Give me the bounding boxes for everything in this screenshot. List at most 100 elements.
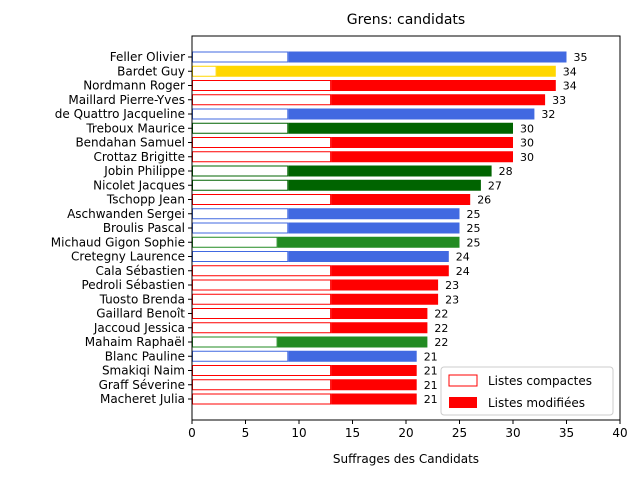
data-label: 34 (563, 80, 577, 93)
bar-compactes (192, 222, 289, 234)
y-tick-label: Nicolet Jacques (93, 178, 185, 192)
bar-modifiees (277, 236, 460, 248)
data-label: 30 (520, 151, 534, 164)
y-tick-label: Smakiqi Naim (102, 364, 185, 378)
data-label: 35 (574, 51, 588, 64)
data-label: 30 (520, 137, 534, 150)
data-label: 25 (467, 222, 481, 235)
y-tick-label: Cala Sébastien (96, 264, 185, 278)
bar-compactes (192, 236, 278, 248)
bar-modifiees (331, 265, 449, 277)
bar-modifiees (331, 279, 439, 291)
bar-modifiees (331, 393, 417, 405)
bar-modifiees (288, 165, 492, 177)
bar-compactes (192, 393, 332, 405)
bar-modifiees (288, 179, 481, 191)
data-label: 30 (520, 122, 534, 135)
bars-group: 3534343332303030282726252525242423232222… (192, 51, 588, 406)
bar-compactes (192, 137, 332, 148)
data-label: 32 (541, 108, 555, 121)
bar-compactes (192, 151, 332, 163)
y-tick-label: Macheret Julia (100, 392, 185, 406)
bar-compactes (192, 265, 332, 277)
data-label: 21 (424, 365, 438, 378)
y-tick-label: Cretegny Laurence (71, 250, 185, 264)
y-tick-label: Michaud Gigon Sophie (51, 235, 185, 249)
x-axis-label: Suffrages des Candidats (333, 452, 479, 466)
bar-compactes (192, 350, 289, 362)
data-label: 22 (434, 308, 448, 321)
data-label: 22 (434, 336, 448, 349)
data-label: 21 (424, 393, 438, 406)
legend: Listes compactes Listes modifiées (440, 366, 614, 416)
data-label: 23 (445, 293, 459, 306)
data-label: 21 (424, 350, 438, 363)
bar-modifiees (277, 336, 428, 348)
bar-modifiees (331, 308, 428, 319)
data-label: 21 (424, 379, 438, 392)
data-label: 22 (434, 322, 448, 335)
x-tick-label: 40 (612, 426, 627, 440)
x-tick-label: 20 (398, 426, 413, 440)
bar-compactes (192, 51, 289, 63)
legend-label-modifiees: Listes modifiées (488, 396, 585, 410)
bar-compactes (192, 336, 278, 348)
y-tick-label: Tschopp Jean (106, 193, 185, 207)
y-tick-label: Tuosto Brenda (99, 292, 185, 306)
x-tick-label: 5 (242, 426, 250, 440)
data-label: 26 (477, 194, 491, 207)
x-tick-label: 35 (559, 426, 574, 440)
bar-modifiees (331, 94, 546, 106)
bar-compactes (192, 122, 289, 134)
data-label: 25 (467, 236, 481, 249)
y-tick-label: Treboux Maurice (85, 121, 185, 135)
x-tick-label: 0 (188, 426, 196, 440)
x-tick-label: 15 (345, 426, 360, 440)
y-tick-label: Maillard Pierre-Yves (68, 93, 185, 107)
x-tick-label: 10 (291, 426, 306, 440)
bar-compactes (192, 308, 332, 319)
y-tick-label: de Quattro Jacqueline (55, 107, 185, 121)
bar-modifiees (288, 208, 460, 220)
bar-compactes (192, 94, 332, 106)
bar-compactes (192, 194, 332, 205)
bar-compactes (192, 379, 332, 391)
legend-label-compactes: Listes compactes (488, 374, 592, 388)
data-label: 24 (456, 265, 470, 278)
data-label: 33 (552, 94, 566, 107)
bar-compactes (192, 293, 332, 305)
x-axis: 0 5 10 15 20 25 30 35 40 (188, 420, 628, 440)
y-tick-label: Pedroli Sébastien (81, 278, 185, 292)
bar-compactes (192, 322, 332, 334)
bar-compactes (192, 65, 217, 77)
bar-modifiees (331, 322, 428, 334)
data-label: 24 (456, 251, 470, 264)
y-tick-label: Blanc Pauline (105, 349, 185, 363)
bar-compactes (192, 208, 289, 220)
legend-swatch-modifiees (449, 397, 477, 408)
bar-modifiees (331, 293, 439, 305)
y-tick-label: Jobin Philippe (103, 164, 185, 178)
bar-compactes (192, 165, 289, 177)
data-label: 28 (499, 165, 513, 178)
legend-swatch-compactes (448, 374, 478, 387)
legend-frame (440, 366, 614, 416)
chart-title: Grens: candidats (347, 12, 465, 28)
bar-modifiees (288, 122, 513, 134)
bar-compactes (192, 179, 289, 191)
bar-modifiees (331, 151, 513, 163)
bar-modifiees (331, 194, 471, 205)
bar-modifiees (288, 51, 567, 63)
data-label: 25 (467, 208, 481, 221)
bar-modifiees (331, 365, 417, 376)
y-tick-label: Feller Olivier (110, 50, 185, 64)
y-tick-label: Nordmann Roger (83, 79, 185, 93)
bar-modifiees (216, 65, 556, 77)
bar-modifiees (331, 379, 417, 391)
bar-modifiees (288, 108, 535, 120)
bar-compactes (192, 251, 289, 262)
y-tick-label: Bardet Guy (117, 64, 185, 78)
bar-modifiees (288, 222, 460, 234)
